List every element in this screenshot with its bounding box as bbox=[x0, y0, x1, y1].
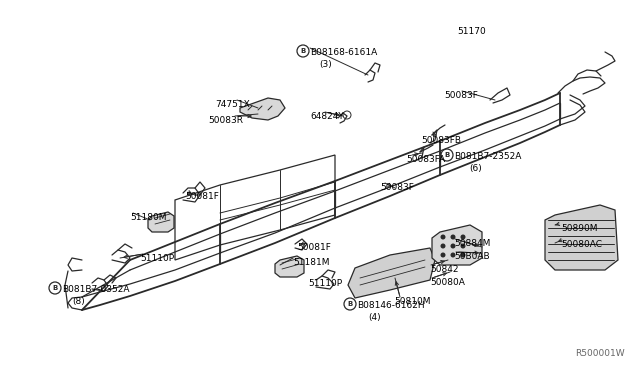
Polygon shape bbox=[240, 98, 285, 120]
Text: B08146-6162H: B08146-6162H bbox=[357, 301, 424, 310]
Text: 50083R: 50083R bbox=[208, 116, 243, 125]
Text: 50080AC: 50080AC bbox=[561, 240, 602, 249]
Text: (4): (4) bbox=[368, 313, 381, 322]
Text: 50080A: 50080A bbox=[430, 278, 465, 287]
Circle shape bbox=[451, 253, 456, 257]
Polygon shape bbox=[545, 205, 618, 270]
Circle shape bbox=[440, 253, 445, 257]
Text: R500001W: R500001W bbox=[575, 349, 625, 358]
Text: B: B bbox=[348, 301, 353, 307]
Polygon shape bbox=[148, 212, 174, 232]
Text: 64824Y: 64824Y bbox=[310, 112, 344, 121]
Text: B081B7-0352A: B081B7-0352A bbox=[62, 285, 129, 294]
Text: B08168-6161A: B08168-6161A bbox=[310, 48, 377, 57]
Text: B081B7-2352A: B081B7-2352A bbox=[454, 152, 522, 161]
Circle shape bbox=[440, 244, 445, 248]
Text: 50083FA: 50083FA bbox=[406, 155, 445, 164]
Text: B: B bbox=[52, 285, 58, 291]
Text: 50810M: 50810M bbox=[394, 297, 431, 306]
Circle shape bbox=[451, 234, 456, 240]
Text: 51170: 51170 bbox=[457, 27, 486, 36]
Circle shape bbox=[461, 234, 465, 240]
Circle shape bbox=[451, 244, 456, 248]
Polygon shape bbox=[432, 225, 482, 265]
Text: 51110P: 51110P bbox=[140, 254, 174, 263]
Text: 50884M: 50884M bbox=[454, 239, 490, 248]
Polygon shape bbox=[275, 256, 304, 277]
Circle shape bbox=[440, 234, 445, 240]
Text: 51181M: 51181M bbox=[293, 258, 330, 267]
Text: 50081F: 50081F bbox=[185, 192, 219, 201]
Text: 50081F: 50081F bbox=[297, 243, 331, 252]
Text: 51110P: 51110P bbox=[308, 279, 342, 288]
Text: (3): (3) bbox=[319, 60, 332, 69]
Text: 50B0AB: 50B0AB bbox=[454, 252, 490, 261]
Circle shape bbox=[461, 253, 465, 257]
Text: 50842: 50842 bbox=[430, 265, 458, 274]
Text: 50890M: 50890M bbox=[561, 224, 598, 233]
Text: (8): (8) bbox=[72, 297, 84, 306]
Circle shape bbox=[461, 244, 465, 248]
Text: 50083FB: 50083FB bbox=[421, 136, 461, 145]
Text: 51180M: 51180M bbox=[130, 213, 166, 222]
Polygon shape bbox=[348, 248, 435, 298]
Text: 50083F: 50083F bbox=[444, 91, 478, 100]
Text: 74751X: 74751X bbox=[215, 100, 250, 109]
Text: B: B bbox=[444, 152, 450, 158]
Text: B: B bbox=[300, 48, 306, 54]
Text: 50083F: 50083F bbox=[380, 183, 414, 192]
Text: (6): (6) bbox=[469, 164, 482, 173]
